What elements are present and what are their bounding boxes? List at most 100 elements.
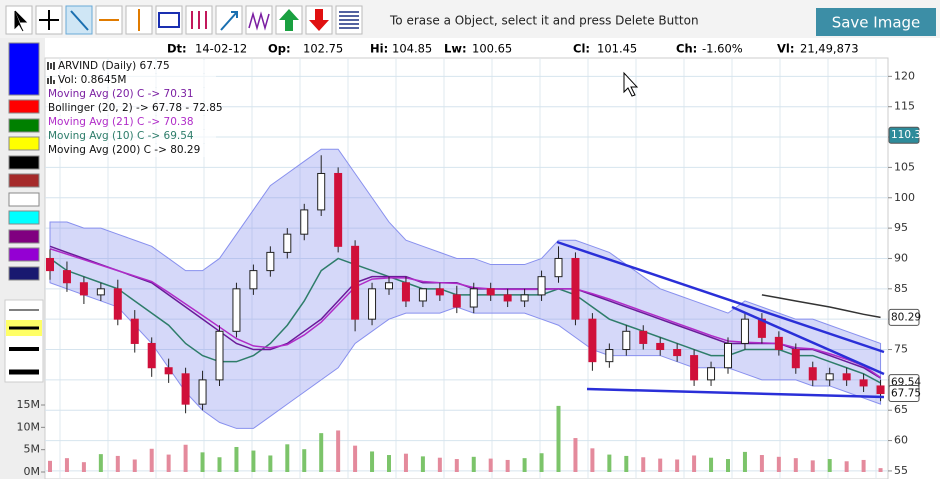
volume-bar [353,445,358,472]
candle-body [452,294,461,308]
candle-body [113,288,122,320]
axes: 5560657075808590951001051101151200M5M10M… [17,69,922,478]
legend-bg [46,88,216,101]
volume-bar [861,459,866,472]
y-tick-label: 105 [894,160,915,173]
price-label: 80.29 [891,311,921,323]
legend-bg [46,144,216,157]
swatch[interactable] [8,136,40,151]
swatch[interactable] [8,99,40,114]
swatch[interactable] [8,266,40,281]
hint-text: To erase a Object, select it and press D… [389,14,699,28]
info-value: 102.75 [303,42,343,56]
y-tick-label: 85 [894,282,908,295]
tool-select[interactable] [5,5,33,35]
trendline[interactable] [731,305,885,376]
swatch[interactable] [8,229,40,244]
y-tick-label: 115 [894,100,915,113]
volume-bar [268,455,273,472]
candle-body [96,288,105,296]
info-value: 104.85 [392,42,432,56]
y-tick-label: 90 [894,251,908,264]
info-items: Dt: 14-02-12 Op: 102.75 Hi: 104.85 Lw: 100.65 Cl… [167,42,859,56]
candle-body [825,373,834,381]
legend: ARVIND (Daily) 67.75 Vol: 0.8645M Moving A… [46,60,223,157]
volume-bar [387,455,391,472]
volume-bar [370,451,375,472]
volume-tick-label: 5M [24,443,41,456]
candle-body [537,276,546,296]
trendline[interactable] [586,387,885,399]
info-label: Vl: [777,42,794,56]
volume-bar [742,451,747,472]
volume-bar [437,457,442,472]
volume-bar [827,459,832,472]
mouse-cursor [623,71,639,97]
volume-bar [658,458,663,472]
candle-body [656,342,665,351]
candle-body [690,355,699,381]
candle-body [130,318,139,344]
legend-bg [46,74,216,87]
y-tick-label: 65 [894,403,908,416]
save-button[interactable]: Save Image [816,8,936,36]
candle-body [503,294,512,302]
legend-icon [47,76,55,84]
swatch[interactable] [8,173,40,188]
legend-bg [46,102,216,115]
swatch[interactable] [8,118,40,133]
volume-bar [234,446,239,472]
info-label: Hi: [370,42,388,56]
moving-average [49,257,881,384]
y-tick-label: 75 [894,343,908,356]
swatch[interactable] [8,155,40,170]
volume-tick-label: 0M [24,465,41,478]
candle-body [791,349,800,369]
info-label: Lw: [444,42,467,56]
candle-body [876,385,885,395]
volume-bar [336,430,341,472]
legend-icon [47,62,55,70]
price-label-box [888,308,920,326]
tool-rect[interactable] [155,5,183,35]
info-label: Op: [268,42,291,56]
volume-bar [166,454,171,472]
drawn-trendlines [556,240,885,399]
save-button-bg[interactable] [816,8,936,36]
volume-bar [810,460,815,472]
candle-body [486,288,495,296]
candle-body [317,172,326,211]
y-tick-label: 100 [894,191,915,204]
candle-body [418,288,427,302]
trendline[interactable] [556,240,885,354]
volume-bar [98,454,103,472]
candle-body [554,257,563,278]
legend-entry: Vol: 0.8645M [58,74,126,86]
swatch[interactable] [8,210,40,225]
legend-entry: Moving Avg (20) C -> 70.31 [48,88,194,100]
swatch[interactable] [8,42,40,96]
candle-body [351,245,360,320]
volume-bar [132,459,137,472]
candle-body [79,282,88,296]
save-button-label[interactable]: Save Image [832,14,921,32]
volume-bar [878,468,883,472]
volume-bar [488,458,493,472]
bollinger-band [49,148,882,429]
y-tick-label: 60 [894,434,908,447]
info-bar [160,39,888,58]
volume-bar [844,461,849,472]
volume-bar [759,455,764,472]
volume-bar [556,405,561,472]
volume-bar [217,457,222,472]
volume-bar [183,444,188,472]
volume-bar [471,456,476,472]
volume-bar [573,438,578,472]
candle-body [385,282,393,290]
line-width-palette [4,299,44,383]
swatch[interactable] [8,192,40,207]
candle-body [249,270,258,290]
swatch[interactable] [8,247,40,262]
candle-body [673,349,682,357]
